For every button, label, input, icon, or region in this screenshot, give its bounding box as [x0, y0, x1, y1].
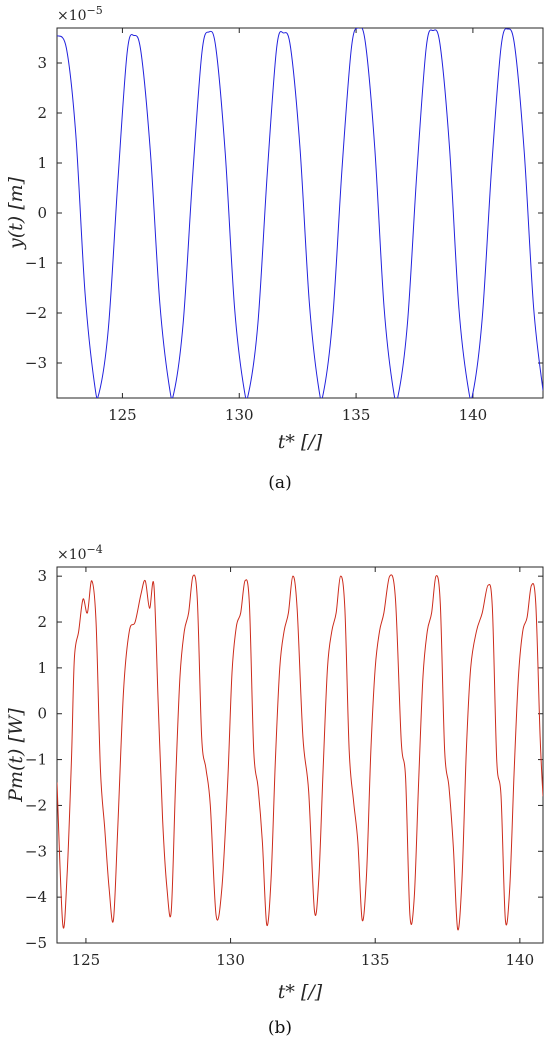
y-axis-label: y(t) [m]: [5, 176, 27, 250]
y-tick-label: 0: [37, 204, 47, 222]
y-tick-label: 0: [37, 705, 47, 723]
series-line-1: [57, 574, 543, 931]
y-tick-label: 1: [37, 659, 47, 677]
y-tick-label: −5: [25, 934, 47, 952]
y-tick-label: −1: [25, 751, 47, 769]
multiplier-base: ×10: [57, 8, 87, 24]
multiplier-exponent: −4: [87, 543, 103, 556]
plot-frame: [56, 27, 544, 399]
x-tick-label: 125: [108, 406, 137, 424]
y-tick-label: 2: [37, 104, 47, 122]
x-tick-label: 130: [216, 951, 245, 969]
figure-caption: (a): [268, 473, 291, 493]
y-axis-label: Pm(t) [W]: [5, 708, 27, 803]
figure-caption: (b): [268, 1018, 292, 1038]
x-tick-label: 135: [342, 406, 371, 424]
plot-frame: [56, 566, 544, 944]
multiplier-base: ×10: [57, 547, 87, 563]
x-axis-label: t* [/]: [278, 431, 323, 453]
multiplier-exponent: −5: [87, 4, 103, 17]
x-tick-label: 135: [361, 951, 390, 969]
y-tick-label: 3: [37, 54, 47, 72]
y-tick-label: −3: [25, 842, 47, 860]
y-tick-label: 1: [37, 154, 47, 172]
series-line-1: [57, 28, 543, 398]
y-tick-label: −3: [25, 354, 47, 372]
y-tick-label: −4: [25, 888, 47, 906]
x-tick-label: 140: [506, 951, 535, 969]
y-tick-label: 2: [37, 613, 47, 631]
x-axis-label: t* [/]: [278, 981, 323, 1003]
x-tick-label: 140: [459, 406, 488, 424]
x-tick-label: 125: [72, 951, 101, 969]
y-tick-label: 3: [37, 567, 47, 585]
chart-1: 125 130 135 140 −3 −2 −1 0 1 2 3 ×10−5 t* [/] y(t) [m…: [5, 4, 544, 493]
y-tick-label: −1: [25, 254, 47, 272]
y-tick-label: −2: [25, 796, 47, 814]
y-tick-label: −2: [25, 304, 47, 322]
x-tick-label: 130: [225, 406, 254, 424]
axis-multiplier: ×10−5: [57, 4, 103, 24]
axis-multiplier: ×10−4: [57, 543, 103, 563]
